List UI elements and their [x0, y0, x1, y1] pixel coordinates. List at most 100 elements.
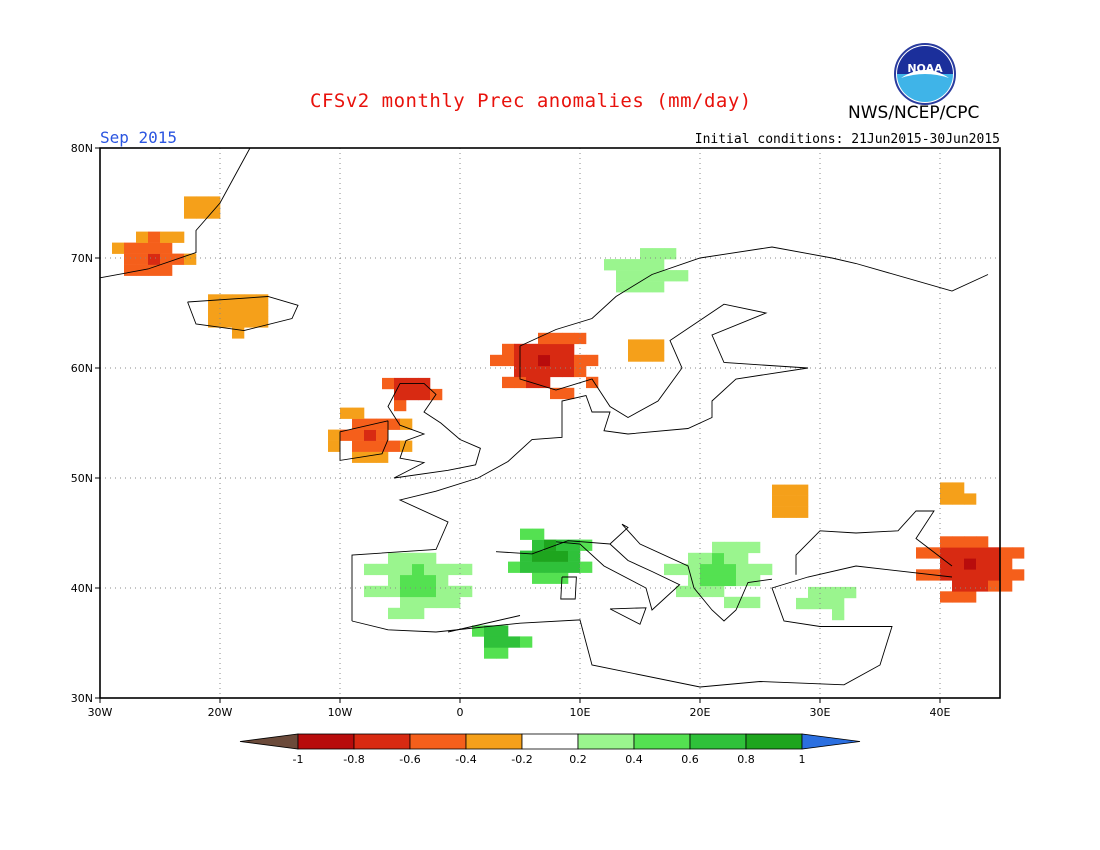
coastlines	[99, 147, 989, 688]
colorbar-low-arrow	[239, 733, 299, 750]
anomaly-cell	[640, 339, 653, 351]
anomaly-cell	[976, 580, 989, 592]
anomaly-cell	[196, 196, 209, 208]
anomaly-cell	[748, 563, 761, 576]
anomaly-cell	[940, 536, 953, 548]
anomaly-cell	[724, 596, 737, 609]
anomaly-cell	[208, 316, 221, 328]
coastline	[387, 382, 481, 479]
anomaly-cell	[676, 585, 689, 598]
anomaly-cell	[550, 365, 563, 378]
coastline	[555, 541, 681, 611]
anomaly-cell	[364, 440, 377, 452]
anomaly-cell	[844, 586, 857, 599]
anomaly-cell	[526, 365, 539, 378]
lat-tick-label: 30N	[71, 692, 93, 705]
lat-tick-label: 40N	[71, 582, 93, 595]
anomaly-cell	[382, 377, 395, 390]
anomaly-cell	[640, 259, 653, 271]
noaa-logo-icon: NOAA	[894, 43, 956, 105]
anomaly-cell	[220, 305, 233, 317]
colorbar-label: 0.8	[737, 753, 755, 766]
anomaly-cell	[496, 647, 509, 659]
anomaly-cell	[424, 552, 437, 565]
anomaly-cell	[952, 482, 965, 494]
anomaly-cell	[550, 343, 563, 356]
anomaly-cell	[232, 316, 245, 328]
anomaly-cell	[688, 563, 701, 576]
anomaly-cell	[952, 580, 965, 592]
anomaly-cell	[724, 563, 737, 576]
colorbar-swatch	[689, 733, 747, 750]
anomaly-cell	[220, 294, 233, 306]
anomaly-cell	[364, 418, 377, 430]
anomaly-cell	[586, 354, 599, 367]
anomaly-region-north-africa	[472, 625, 533, 659]
anomaly-cell	[820, 597, 833, 610]
anomaly-cell	[256, 294, 269, 306]
anomaly-cell	[148, 231, 161, 243]
anomaly-cell	[184, 196, 197, 208]
anomaly-cell	[952, 493, 965, 505]
colorbar-label: 0.4	[625, 753, 643, 766]
anomaly-cell	[964, 569, 977, 581]
anomaly-cell	[400, 418, 413, 430]
anomaly-cell	[124, 242, 137, 254]
anomaly-cell	[394, 388, 407, 401]
anomaly-cell	[424, 563, 437, 576]
anomaly-cell	[388, 563, 401, 576]
anomaly-cell	[472, 625, 485, 637]
anomaly-cell	[556, 561, 569, 573]
anomaly-cell	[112, 242, 125, 254]
colorbar-label: -0.8	[343, 753, 364, 766]
anomaly-region-scotland	[382, 377, 443, 412]
anomaly-cell	[508, 561, 521, 573]
anomaly-cell	[196, 207, 209, 219]
anomaly-cell	[502, 376, 515, 389]
anomaly-cell	[1012, 569, 1025, 581]
anomaly-cell	[388, 607, 401, 620]
anomaly-cell	[388, 418, 401, 430]
lon-tick-label: 30W	[88, 706, 113, 719]
anomaly-cell	[400, 596, 413, 609]
anomaly-cell	[550, 332, 563, 345]
anomaly-region-western-med	[508, 528, 593, 584]
coastline	[351, 246, 989, 621]
anomaly-cell	[388, 440, 401, 452]
coastline	[339, 420, 389, 461]
anomaly-cell	[736, 574, 749, 587]
coastline	[435, 565, 953, 688]
colorbar-swatch	[521, 733, 579, 750]
anomaly-cell	[784, 506, 797, 518]
anomaly-cell	[628, 281, 641, 293]
anomaly-cell	[388, 552, 401, 565]
anomaly-cell	[736, 541, 749, 554]
anomaly-cell	[640, 248, 653, 260]
coastline	[560, 576, 577, 600]
anomaly-region-ukraine	[772, 484, 809, 518]
anomaly-cell	[532, 572, 545, 584]
lon-tick-label: 10E	[570, 706, 591, 719]
anomaly-cell	[550, 354, 563, 367]
anomaly-cell	[712, 541, 725, 554]
anomaly-cell	[184, 207, 197, 219]
anomaly-cell	[988, 558, 1001, 570]
anomaly-cell	[136, 253, 149, 265]
anomaly-cell	[1000, 569, 1013, 581]
anomaly-cell	[490, 354, 503, 367]
anomaly-cell	[700, 563, 713, 576]
colorbar-label: -0.6	[399, 753, 420, 766]
anomaly-cell	[724, 552, 737, 565]
lon-tick-label: 0	[457, 706, 464, 719]
anomaly-cell	[460, 585, 473, 598]
anomaly-cell	[772, 495, 785, 507]
anomaly-region-iceland	[208, 294, 269, 339]
anomaly-cell	[424, 574, 437, 587]
anomaly-cell	[688, 552, 701, 565]
anomaly-cell	[784, 495, 797, 507]
anomaly-cell	[436, 596, 449, 609]
anomaly-cell	[400, 563, 413, 576]
anomaly-cell	[364, 585, 377, 598]
anomaly-cell	[700, 552, 713, 565]
anomaly-cell	[424, 596, 437, 609]
